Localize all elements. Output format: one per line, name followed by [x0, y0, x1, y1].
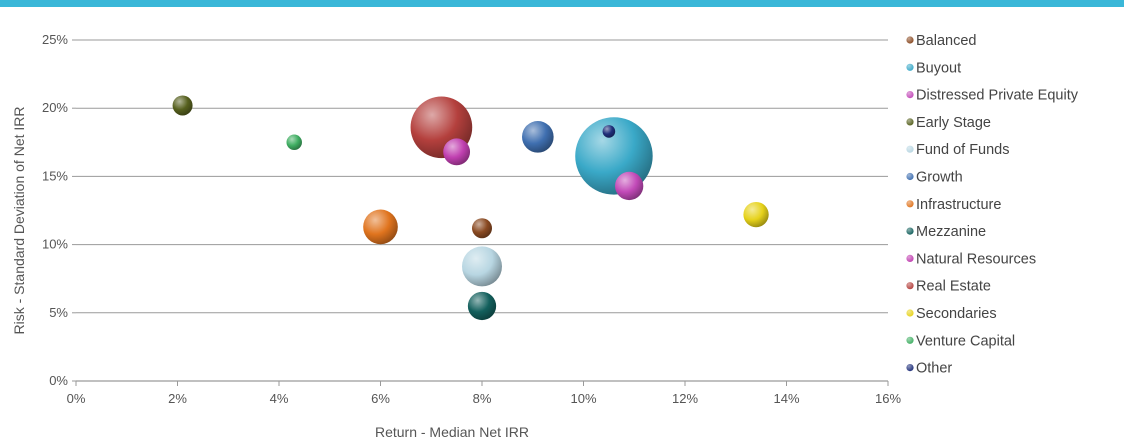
x-tick-label: 8% — [473, 391, 492, 406]
legend-label-mezzanine: Mezzanine — [916, 224, 986, 240]
bubble-growth — [522, 121, 554, 153]
legend-marker-real-estate — [906, 282, 914, 290]
x-axis-title: Return - Median Net IRR — [375, 424, 529, 440]
legend-label-infrastructure: Infrastructure — [916, 197, 1001, 213]
legend-marker-infrastructure — [906, 200, 914, 208]
bubble-distressed-private-equity — [615, 171, 644, 201]
y-tick-label: 10% — [42, 237, 68, 252]
legend-marker-venture-capital — [906, 336, 914, 344]
legend-label-fund-of-funds: Fund of Funds — [916, 142, 1010, 158]
legend-marker-distressed-private-equity — [906, 91, 914, 99]
y-axis-ticks: 0% 5% 10% 15% 20% 25% — [42, 32, 76, 388]
legend-label-natural-resources: Natural Resources — [916, 251, 1036, 267]
legend-label-other: Other — [916, 361, 952, 377]
bubble-early-stage — [172, 95, 193, 116]
bubble-balanced — [472, 218, 492, 239]
bubble-natural-resources — [443, 138, 471, 166]
legend-label-distressed-private-equity: Distressed Private Equity — [916, 88, 1079, 104]
legend-marker-fund-of-funds — [906, 145, 914, 153]
x-tick-label: 12% — [672, 391, 698, 406]
legend-label-venture-capital: Venture Capital — [916, 333, 1015, 349]
legend-marker-secondaries — [906, 309, 914, 317]
legend-label-buyout: Buyout — [916, 60, 961, 76]
x-tick-label: 10% — [570, 391, 596, 406]
bubble-infrastructure — [363, 209, 398, 245]
legend-marker-natural-resources — [906, 254, 914, 262]
legend-marker-growth — [906, 172, 914, 181]
y-tick-label: 20% — [42, 100, 68, 115]
x-tick-label: 0% — [67, 391, 86, 406]
x-axis-ticks: 0% 2% 4% 6% 8% 10% 12% 14% 16% — [67, 381, 901, 406]
x-tick-label: 14% — [773, 391, 799, 406]
y-tick-label: 15% — [42, 168, 68, 183]
legend-label-balanced: Balanced — [916, 33, 976, 49]
legend: Balanced Buyout Distressed Private Equity E… — [906, 33, 1079, 377]
legend-marker-other — [906, 364, 914, 372]
bubbles — [172, 95, 769, 321]
top-accent-rule — [0, 0, 1124, 7]
legend-label-growth: Growth — [916, 170, 963, 186]
x-tick-label: 6% — [371, 391, 390, 406]
y-tick-label: 0% — [49, 373, 68, 388]
bubble-other — [602, 125, 616, 138]
bubble-mezzanine — [467, 291, 497, 321]
x-tick-label: 4% — [270, 391, 289, 406]
legend-label-real-estate: Real Estate — [916, 279, 991, 295]
legend-marker-early-stage — [906, 118, 914, 126]
legend-marker-balanced — [906, 36, 914, 44]
y-tick-label: 25% — [42, 32, 68, 47]
legend-label-secondaries: Secondaries — [916, 306, 997, 322]
legend-marker-buyout — [906, 63, 914, 71]
x-tick-label: 2% — [168, 391, 187, 406]
bubble-venture-capital — [286, 134, 302, 151]
bubble-fund-of-funds — [462, 246, 502, 287]
bubble-secondaries — [743, 201, 769, 228]
legend-marker-mezzanine — [906, 227, 914, 235]
legend-label-early-stage: Early Stage — [916, 115, 991, 131]
y-axis-title: Risk - Standard Deviation of Net IRR — [11, 107, 27, 335]
y-tick-label: 5% — [49, 305, 68, 320]
x-tick-label: 16% — [875, 391, 901, 406]
